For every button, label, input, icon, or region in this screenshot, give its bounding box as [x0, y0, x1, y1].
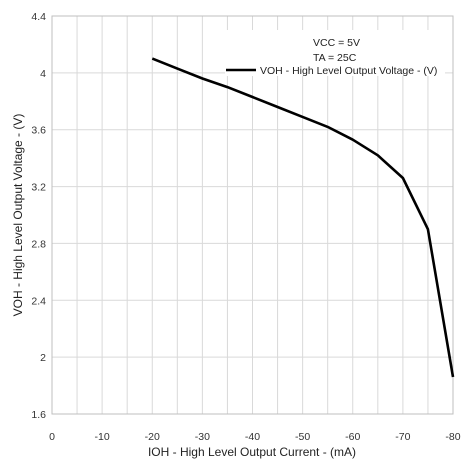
- y-tick-label: 3.2: [31, 182, 46, 194]
- x-tick-label: -20: [145, 431, 160, 443]
- x-tick-label: -60: [345, 431, 360, 443]
- plot-frame: [51, 15, 454, 415]
- y-tick-label: 4.4: [31, 11, 46, 23]
- x-tick-label: 0: [49, 431, 55, 443]
- y-tick-label: 1.6: [31, 409, 46, 421]
- y-tick-label: 3.6: [31, 125, 46, 137]
- y-tick-label: 4: [40, 68, 46, 80]
- y-axis-title: VOH - High Level Output Voltage - (V): [11, 114, 25, 317]
- x-tick-label: -30: [195, 431, 210, 443]
- x-tick-label: -40: [245, 431, 260, 443]
- y-tick-label: 2.8: [31, 238, 46, 250]
- legend-entry-label: VOH - High Level Output Voltage - (V): [260, 65, 437, 77]
- series-line: [151, 57, 455, 378]
- x-tick-label: -50: [295, 431, 310, 443]
- x-tick-label: -80: [445, 431, 460, 443]
- annotation-ta: TA = 25C: [313, 52, 357, 64]
- y-tick-label: 2.4: [31, 295, 46, 307]
- annotation-block: VCC = 5V TA = 25C VOH - High Level Outpu…: [225, 30, 445, 77]
- x-axis-title: IOH - High Level Output Current - (mA): [148, 445, 356, 459]
- annotation-vcc: VCC = 5V: [313, 37, 360, 49]
- x-tick-label: -70: [395, 431, 410, 443]
- x-axis-ticks: 0 -10 -20 -30 -40 -50 -60 -70 -80: [49, 431, 461, 443]
- grid: [52, 16, 453, 414]
- x-tick-label: -10: [95, 431, 110, 443]
- y-axis-ticks: 1.6 2 2.4 2.8 3.2 3.6 4 4.4: [31, 11, 46, 421]
- legend-background: [225, 30, 445, 76]
- series-layer: [151, 57, 455, 378]
- y-tick-label: 2: [40, 352, 46, 364]
